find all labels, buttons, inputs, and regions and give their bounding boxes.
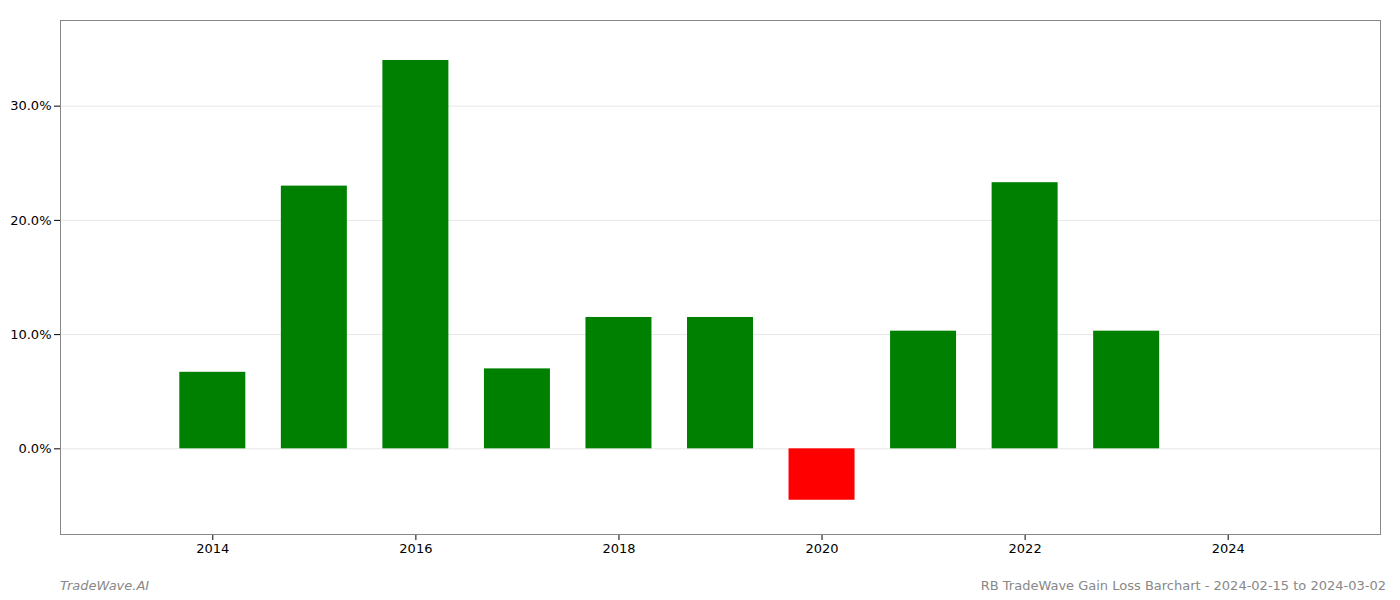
svg-text:2020: 2020 [805,541,838,556]
svg-text:10.0%: 10.0% [10,327,51,342]
svg-text:2022: 2022 [1009,541,1042,556]
svg-text:2014: 2014 [196,541,229,556]
svg-text:2024: 2024 [1212,541,1245,556]
svg-text:30.0%: 30.0% [10,98,51,113]
svg-text:0.0%: 0.0% [18,441,51,456]
html-text:TradeWave.AI: TradeWave.AI [60,577,150,593]
svg-text:2018: 2018 [602,541,635,556]
svg-text:2016: 2016 [399,541,432,556]
html-text:RB TradeWave Gain Loss Barchar: RB TradeWave Gain Loss Barchart - 2024-0… [980,577,1386,593]
svg-text:20.0%: 20.0% [10,213,51,228]
